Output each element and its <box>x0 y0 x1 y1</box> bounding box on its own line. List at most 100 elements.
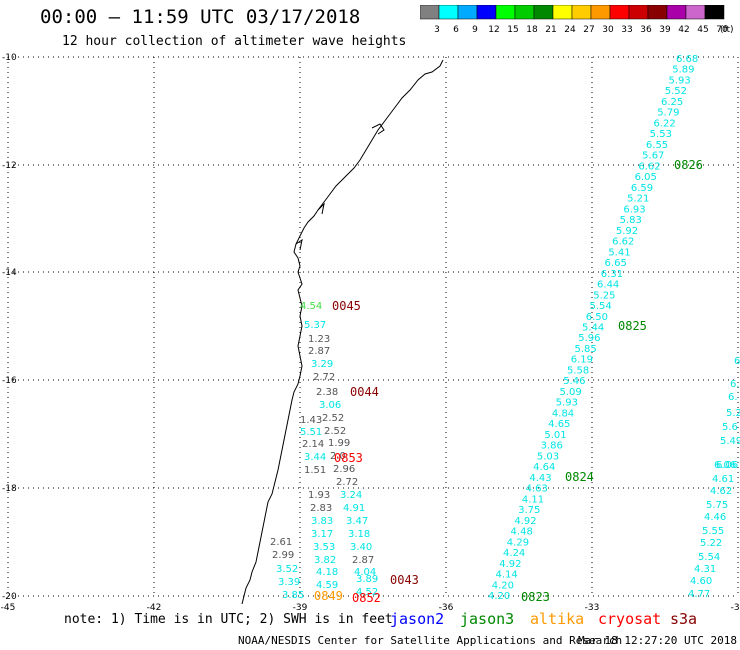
legend-label: 42 <box>678 25 689 35</box>
swh-value: 4.43 <box>529 473 551 484</box>
lon-tick: -42 <box>147 603 162 612</box>
pass-label: 0823 <box>521 590 550 604</box>
swh-value: 6.05 <box>635 172 657 183</box>
swh-value: 3.44 <box>304 452 326 463</box>
swh-value: 5.41 <box>608 247 630 258</box>
legend-label: 24 <box>564 25 576 35</box>
swh-value: 2.14 <box>302 439 324 450</box>
swh-value: 2.72 <box>336 477 358 488</box>
swh-value: 3.83 <box>311 516 333 527</box>
chart-subtitle: 12 hour collection of altimeter wave hei… <box>62 34 407 49</box>
swh-value: 1.99 <box>328 438 350 449</box>
swh-value: 5.22 <box>700 538 722 549</box>
swh-value: 4.54 <box>300 301 322 312</box>
satellite-cryosat: cryosat <box>598 610 662 628</box>
legend-label: 15 <box>507 25 518 35</box>
swh-value: 5.37 <box>304 320 326 331</box>
swh-value: 4.77 <box>688 589 710 600</box>
swh-value: 5.49 <box>720 436 740 447</box>
swh-value: 3.53 <box>313 542 335 553</box>
axis-tick-labels: -10 -12 -14 -16 -18 -20-45 -42 -39 -36 -33 -30 <box>1 53 740 612</box>
swh-value: 4.60 <box>690 576 712 587</box>
swh-value: 6.06 <box>716 460 738 471</box>
swh-value: 6 <box>734 356 740 367</box>
swh-value: 4.11 <box>522 494 544 505</box>
lat-tick: -20 <box>2 592 17 602</box>
coastline-bay <box>295 123 385 251</box>
swh-value: 2.87 <box>308 346 330 357</box>
swh-value: 4.84 <box>552 408 574 419</box>
lon-tick: -36 <box>439 603 454 612</box>
swh-value: 5.46 <box>563 376 585 387</box>
swh-value: 3.75 <box>518 505 540 516</box>
swh-value: 3.86 <box>541 441 563 452</box>
credit-line: NOAA/NESDIS Center for Satellite Applica… <box>238 634 623 647</box>
swh-value: 5.67 <box>642 151 664 162</box>
swh-value: 1.43 <box>300 415 322 426</box>
swh-value: 3.89 <box>356 574 378 585</box>
swh-value: 6.62 <box>612 237 634 248</box>
swh-value: 3.82 <box>314 555 336 566</box>
lon-tick: -45 <box>1 603 16 612</box>
footer-note: note: 1) Time is in UTC; 2) SWH is in fe… <box>64 612 393 627</box>
swh-value: 2.38 <box>316 387 338 398</box>
swh-value: 5.96 <box>578 333 600 344</box>
lat-tick: -14 <box>2 268 17 278</box>
swh-value: 4.29 <box>507 537 529 548</box>
swh-value: 5.54 <box>590 301 612 312</box>
swh-value: 4.61 <box>712 474 734 485</box>
swh-value: 2.61 <box>270 537 292 548</box>
swh-value: 6.0 <box>730 379 740 390</box>
swh-value: 2.52 <box>324 426 346 437</box>
swh-value: 3.39 <box>278 577 300 588</box>
swh-value: 5.55 <box>702 526 724 537</box>
generated-timestamp: Mar 18 12:27:20 UTC 2018 <box>578 634 737 647</box>
swh-value: 6. <box>728 392 738 403</box>
swh-value: 3.24 <box>340 490 362 501</box>
swh-value: 4.24 <box>503 548 525 559</box>
swh-value: 5.52 <box>665 86 687 97</box>
swh-value: 6.55 <box>646 140 668 151</box>
legend-label: 70 <box>716 25 728 35</box>
swh-value: 2.0 <box>330 451 346 462</box>
swh-value: 5.53 <box>650 129 672 140</box>
satellite-altika: altika <box>530 610 585 628</box>
pass-label: 0045 <box>332 299 361 313</box>
swh-value: 2.87 <box>352 555 374 566</box>
lat-tick: -18 <box>2 484 17 494</box>
legend-label: 45 <box>697 25 708 35</box>
swh-value: 4.59 <box>316 580 338 591</box>
legend-label: 39 <box>659 25 671 35</box>
lon-tick: -39 <box>293 603 308 612</box>
swh-value: 5.93 <box>556 398 578 409</box>
pass-time-labels: 0826 0825 0824 0823 0045 0044 0043 0853 0852 0849 <box>314 158 703 605</box>
lat-tick: -16 <box>2 376 17 386</box>
swh-value: 5.92 <box>616 226 638 237</box>
legend-swatch <box>704 5 725 20</box>
swh-value: 5.03 <box>537 451 559 462</box>
swh-value: 3.17 <box>311 529 333 540</box>
satellite-s3a: s3a <box>670 610 698 628</box>
legend-label: 6 <box>453 25 459 35</box>
swh-value: 6.44 <box>597 280 619 291</box>
swh-value: 5.44 <box>582 323 604 334</box>
pass-label: 0826 <box>674 158 703 172</box>
swh-value: 2.96 <box>333 464 355 475</box>
swh-value: 6.31 <box>601 269 623 280</box>
swh-value: 6.25 <box>661 97 683 108</box>
coastline <box>241 59 444 605</box>
swh-value: 1.23 <box>308 334 330 345</box>
legend-label: 21 <box>545 25 556 35</box>
color-legend: 3 6 9 12 15 18 21 24 27 30 33 36 39 42 45 70 (ft) <box>420 5 736 37</box>
legend-label: 3 <box>434 25 440 35</box>
swh-value: 4.04 <box>354 567 376 578</box>
legend-label: 33 <box>621 25 632 35</box>
swh-value: 3.29 <box>311 359 333 370</box>
pass-label: 0853 <box>334 451 363 465</box>
swh-value: 6.93 <box>623 204 645 215</box>
legend-label: 12 <box>488 25 499 35</box>
swh-value: 6.19 <box>571 355 593 366</box>
swh-value: 6.65 <box>605 258 627 269</box>
swh-value: 1.51 <box>304 465 326 476</box>
swh-value: 2.99 <box>272 550 294 561</box>
